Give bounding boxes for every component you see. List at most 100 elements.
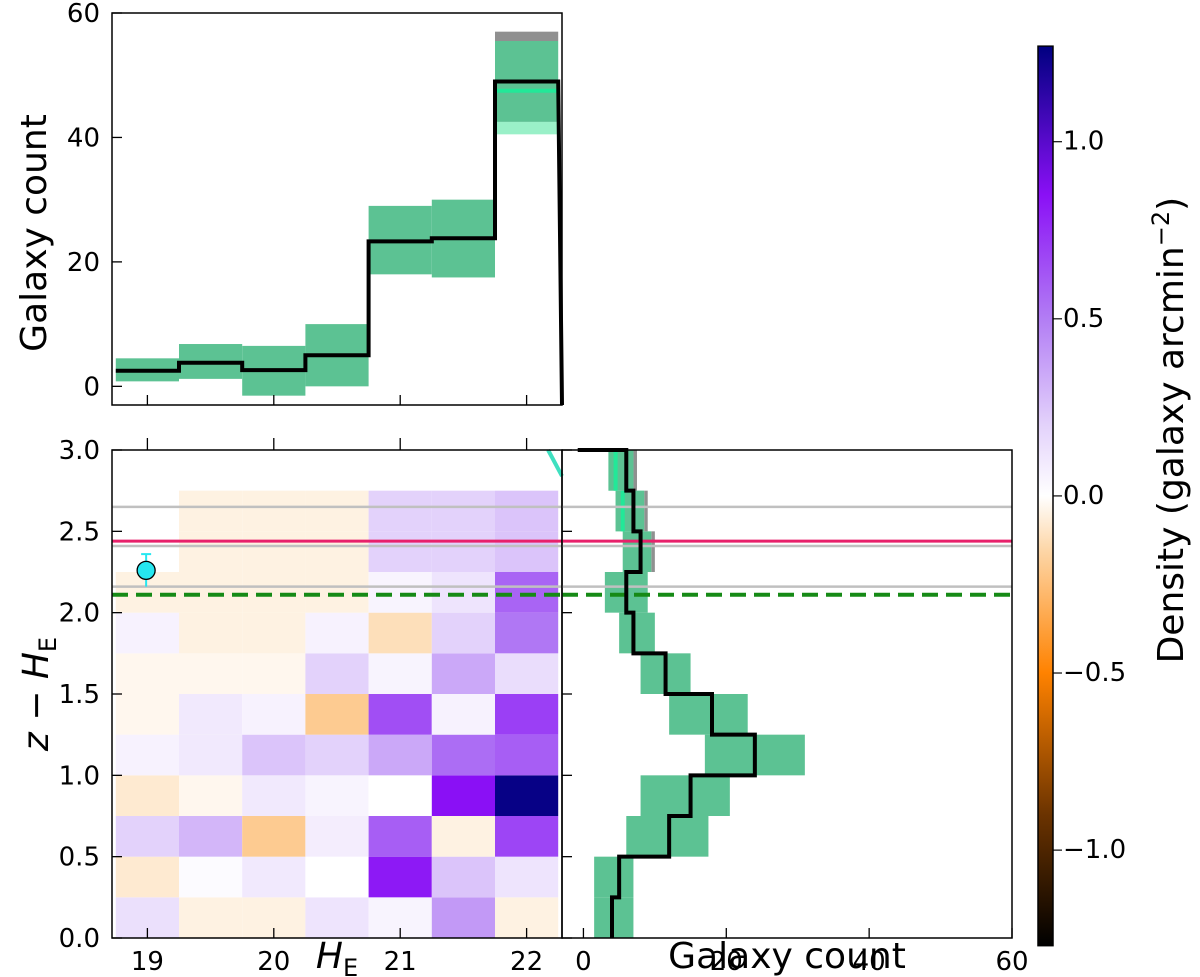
heatmap-ticks: 19 20 21 22 0.0 0.5 1.0 1.5 2.0 2.5 3.0 (59, 436, 544, 977)
heatmap-cell (242, 490, 306, 532)
right-histogram-panel: 0 20 40 60 Galaxy count (561, 448, 1029, 977)
cyan-track-segment (546, 449, 564, 477)
heatmap-cell (431, 775, 496, 816)
heatmap-cell (115, 694, 179, 735)
heatmap-cell (178, 612, 243, 654)
right-uncertainty-band (640, 775, 730, 816)
top-histogram-bands (115, 31, 559, 396)
heatmap-cell (495, 572, 559, 613)
heatmap-y-tick-label: 3.0 (59, 436, 100, 466)
right-x-tick-label: 20 (710, 947, 743, 977)
heatmap-cell (495, 531, 559, 572)
right-grey-bar (633, 450, 637, 491)
heatmap-cell (178, 856, 243, 898)
heatmap-cell (368, 531, 432, 572)
heatmap-cell (305, 653, 369, 694)
heatmap-cell (115, 612, 179, 654)
top-y-tick-label: 0 (83, 372, 100, 402)
colorbar-label-superscript: −2 (1147, 211, 1175, 246)
heatmap-cell (431, 531, 496, 572)
top-histogram-step-line (115, 79, 564, 406)
heatmap-cell (242, 775, 306, 816)
heatmap-cell (305, 816, 369, 857)
heatmap-cell (368, 734, 432, 776)
heatmap-cell (242, 612, 306, 654)
heatmap-y-tick-label: 2.5 (59, 517, 100, 547)
right-histogram-step-line (577, 448, 757, 938)
heatmap-cell (431, 612, 496, 654)
heatmap-cell (242, 734, 306, 776)
heatmap-cell (495, 694, 559, 735)
top-histogram-y-label: Galaxy count (14, 114, 55, 352)
heatmap-cell (368, 856, 432, 898)
right-histogram-horizontal-lines (562, 505, 1012, 597)
heatmap-cell (495, 653, 559, 694)
heatmap-cell (178, 897, 243, 938)
heatmap-y-tick-label: 1.5 (59, 680, 100, 710)
heatmap-cell (305, 734, 369, 776)
heatmap-cell (495, 490, 559, 532)
heatmap-cell (495, 816, 559, 857)
colorbar-tick-label: 0.5 (1063, 304, 1104, 334)
heatmap-panel: 19 20 21 22 0.0 0.5 1.0 1.5 2.0 2.5 3.0 z − HE HE (16, 436, 564, 977)
heatmap-horizontal-lines (112, 505, 562, 597)
right-uncertainty-band (608, 450, 634, 491)
top-histogram-ticks: 0 20 40 60 (67, 0, 528, 450)
heatmap-cell (178, 490, 243, 532)
heatmap-cell (242, 572, 306, 613)
heatmap-cell (431, 816, 496, 857)
heatmap-cell (242, 531, 306, 572)
heatmap-cell (495, 734, 559, 776)
right-grey-bar (651, 531, 655, 572)
heatmap-cell (178, 572, 243, 613)
right-x-tick-label: 40 (853, 947, 886, 977)
top-y-tick-label: 40 (67, 123, 100, 153)
heatmap-cell (115, 856, 179, 898)
heatmap-y-tick-label: 0.5 (59, 843, 100, 873)
heatmap-x-tick-label: 21 (384, 947, 417, 977)
heatmap-cell (178, 531, 243, 572)
top-grey-bar (495, 31, 559, 41)
heatmap-cell (115, 816, 179, 857)
heatmap-cell (368, 775, 432, 816)
top-histogram-panel: 0 20 40 60 Galaxy count (14, 0, 564, 450)
heatmap-cell (305, 490, 369, 532)
right-x-tick-label: 0 (575, 947, 592, 977)
heatmap-cell (305, 694, 369, 735)
colorbar-ticks: −1.0 −0.5 0.0 0.5 1.0 (1053, 127, 1126, 865)
heatmap-y-tick-label: 2.0 (59, 599, 100, 629)
heatmap-cell (305, 612, 369, 654)
right-uncertainty-band (615, 490, 645, 532)
top-y-tick-label: 20 (67, 248, 100, 278)
heatmap-x-tick-label: 20 (257, 947, 290, 977)
colorbar-label: Density (galaxy arcmin−2) (1147, 197, 1192, 664)
heatmap-x-tick-label: 22 (510, 947, 543, 977)
source-point (136, 560, 156, 581)
heatmap-cell (178, 816, 243, 857)
heatmap-cell (115, 653, 179, 694)
heatmap-cell (242, 653, 306, 694)
right-uncertainty-band (669, 694, 748, 735)
heatmap-cell (305, 531, 369, 572)
heatmap-y-tick-label: 0.0 (59, 924, 100, 954)
heatmap-y-tick-label: 1.0 (59, 761, 100, 791)
right-uncertainty-band (622, 531, 652, 572)
right-grey-bar (644, 490, 648, 532)
right-uncertainty-band (619, 612, 655, 654)
heatmap-cell (178, 734, 243, 776)
heatmap-cell (115, 775, 179, 816)
right-histogram-ticks: 0 20 40 60 (562, 449, 1029, 977)
right-x-tick-label: 60 (995, 947, 1028, 977)
heatmap-cell (242, 816, 306, 857)
heatmap-cell (242, 856, 306, 898)
colorbar: −1.0 −0.5 0.0 0.5 1.0 Density (galaxy arcmin… (1037, 45, 1192, 947)
top-histogram-frame (111, 12, 563, 406)
colorbar-tick-label: −1.0 (1063, 835, 1126, 865)
heatmap-cell (115, 734, 179, 776)
heatmap-cell (368, 490, 432, 532)
colorbar-tick-label: −0.5 (1063, 658, 1126, 688)
colorbar-tick-label: 1.0 (1063, 127, 1104, 157)
colorbar-label-close: ) (1151, 197, 1192, 211)
heatmap-cell (431, 734, 496, 776)
